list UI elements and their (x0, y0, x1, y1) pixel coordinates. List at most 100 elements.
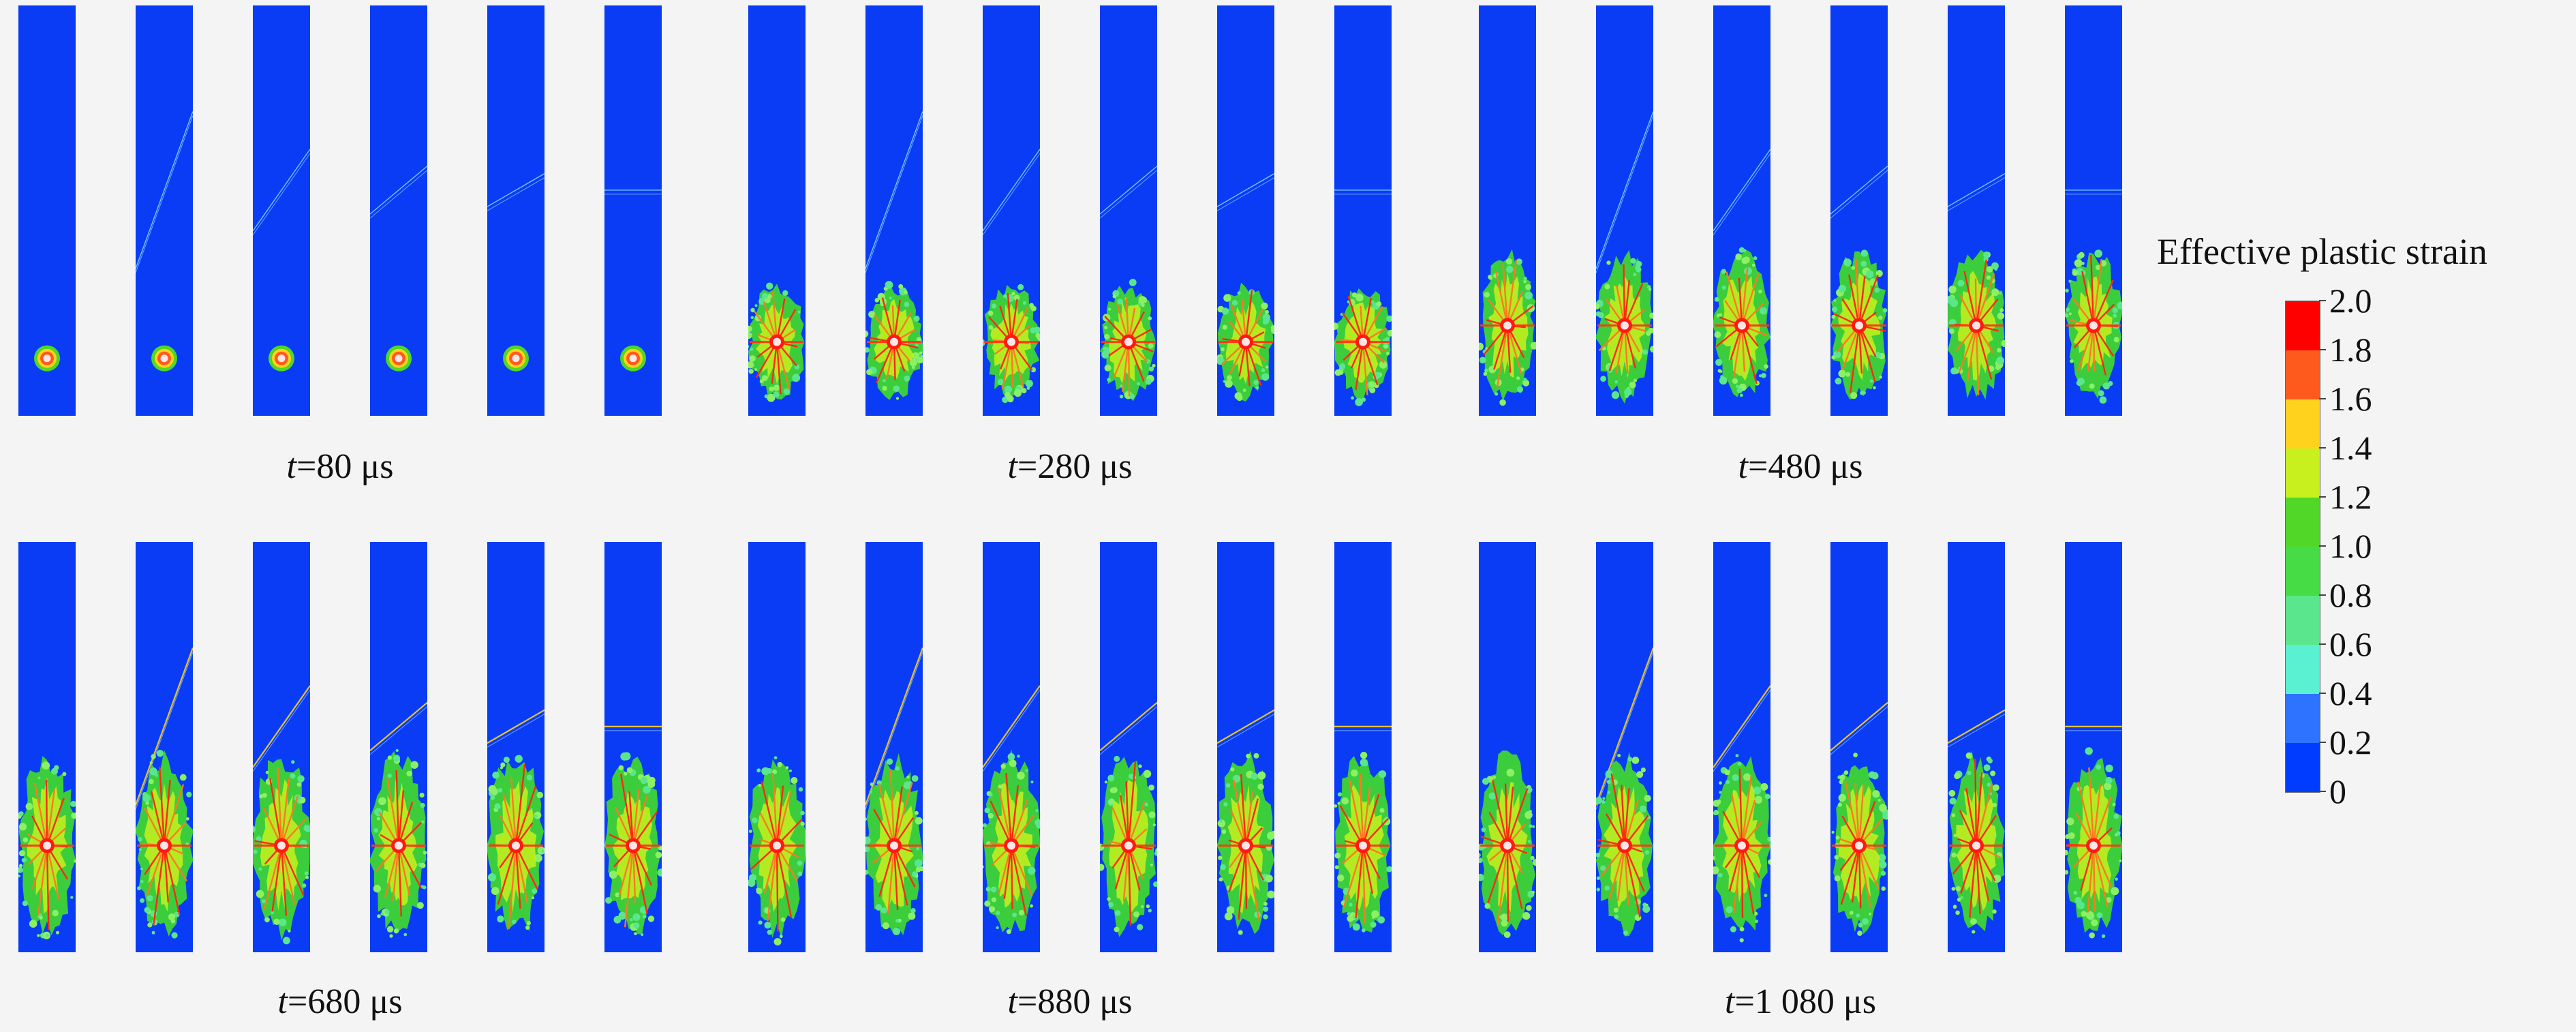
radial-crack (1621, 785, 1626, 846)
damage-speckle (1878, 853, 1886, 862)
damage-speckle (1138, 764, 1142, 768)
damage-speckle (2111, 887, 2119, 896)
time-variable: t (1007, 447, 1017, 486)
damage-speckle (1849, 911, 1854, 915)
damage-speckle (2065, 849, 2068, 855)
damage-speckle (1596, 852, 1601, 858)
radial-crack (1616, 845, 1626, 901)
damage-speckle (296, 782, 302, 787)
preexisting-crack-edge (253, 689, 310, 772)
damage-speckle (1860, 249, 1868, 257)
damage-speckle (1355, 293, 1364, 302)
damage-speckle (797, 310, 801, 314)
specimen-column (2065, 542, 2122, 952)
damage-speckle (1146, 904, 1150, 909)
damage-speckle (618, 911, 627, 920)
damage-speckle (1526, 905, 1532, 911)
borehole (1359, 841, 1367, 850)
damage-speckle (1720, 375, 1723, 378)
damage-speckle (1845, 371, 1851, 377)
damage-speckle (759, 379, 764, 384)
colorbar-tick-mark (2319, 742, 2326, 743)
damage-speckle (911, 775, 919, 782)
preexisting-crack (983, 685, 1040, 768)
damage-speckle (2099, 396, 2107, 404)
damage-speckle (1751, 263, 1755, 267)
radial-crack (1726, 271, 1743, 326)
damage-speckle (22, 837, 29, 843)
damage-speckle (1631, 757, 1640, 764)
damage-speckle (1881, 886, 1886, 891)
radial-crack (1741, 845, 1755, 915)
damage-speckle (1137, 382, 1141, 386)
damage-speckle (1141, 303, 1145, 307)
damage-speckle (1101, 350, 1109, 359)
damage-speckle (291, 760, 295, 764)
damage-speckle (2068, 279, 2072, 283)
damage-speckle (1633, 273, 1637, 277)
damage-speckle (1527, 840, 1531, 843)
radial-crack (1623, 788, 1630, 846)
damage-speckle (1838, 793, 1846, 802)
damage-speckle (253, 849, 258, 854)
damage-speckle (1104, 780, 1107, 784)
damage-speckle (2066, 817, 2074, 825)
damage-speckle (2105, 764, 2113, 772)
damage-speckle (71, 813, 76, 819)
damage-speckle (1738, 247, 1745, 253)
damage-speckle (1999, 308, 2004, 312)
radial-crack (1741, 845, 1744, 918)
damage-speckle (1339, 363, 1346, 369)
damage-speckle (1155, 848, 1157, 854)
damage-speckle (1835, 835, 1840, 840)
damage-speckle (2076, 380, 2083, 386)
radial-crack (1504, 783, 1509, 846)
damage-speckle (626, 767, 633, 774)
damage-speckle (1263, 902, 1268, 906)
damage-speckle (1869, 912, 1871, 915)
damage-speckle (991, 897, 997, 902)
damage-speckle (1630, 258, 1636, 264)
damage-speckle (1719, 791, 1722, 794)
damage-speckle (1997, 312, 2005, 320)
radial-crack (1741, 800, 1756, 846)
radial-crack (1841, 325, 1860, 370)
damage-speckle (915, 817, 923, 825)
time-value: =480 μs (1748, 447, 1863, 486)
damage-speckle (297, 775, 305, 783)
radial-crack (1339, 805, 1364, 847)
radial-crack (1244, 342, 1262, 386)
specimen-column (983, 5, 1040, 416)
damage-speckle (1492, 775, 1497, 779)
radial-crack (33, 783, 48, 846)
radial-crack (1615, 325, 1626, 374)
damage-speckle (1262, 314, 1270, 322)
damage-speckle (779, 935, 783, 939)
colorbar-swatch (2286, 694, 2320, 743)
damage-speckle (527, 921, 531, 925)
colorbar-tick-label: 2.0 (2329, 282, 2372, 320)
damage-speckle (1993, 784, 1999, 791)
time-value: =1 080 μs (1734, 982, 1876, 1021)
damage-speckle (1379, 361, 1387, 369)
damage-speckle (531, 896, 535, 900)
preexisting-crack-edge (1100, 706, 1157, 755)
damage-speckle (2119, 859, 2122, 862)
damage-speckle (1522, 379, 1530, 386)
damage-speckle (51, 768, 58, 775)
damage-speckle (140, 898, 145, 903)
radial-crack (46, 798, 65, 846)
damage-speckle (748, 344, 750, 348)
damage-speckle (761, 767, 770, 776)
damage-speckle (748, 331, 752, 339)
damage-speckle (1715, 359, 1723, 366)
damage-speckle (783, 388, 790, 395)
damage-speckle (1996, 356, 2004, 365)
damage-speckle (2112, 802, 2116, 806)
radial-crack (761, 781, 778, 846)
radial-crack (1493, 325, 1509, 370)
specimen-column (1713, 5, 1770, 416)
preexisting-crack (1830, 166, 1888, 215)
preexisting-crack (1217, 709, 1274, 744)
preexisting-crack (487, 173, 545, 207)
